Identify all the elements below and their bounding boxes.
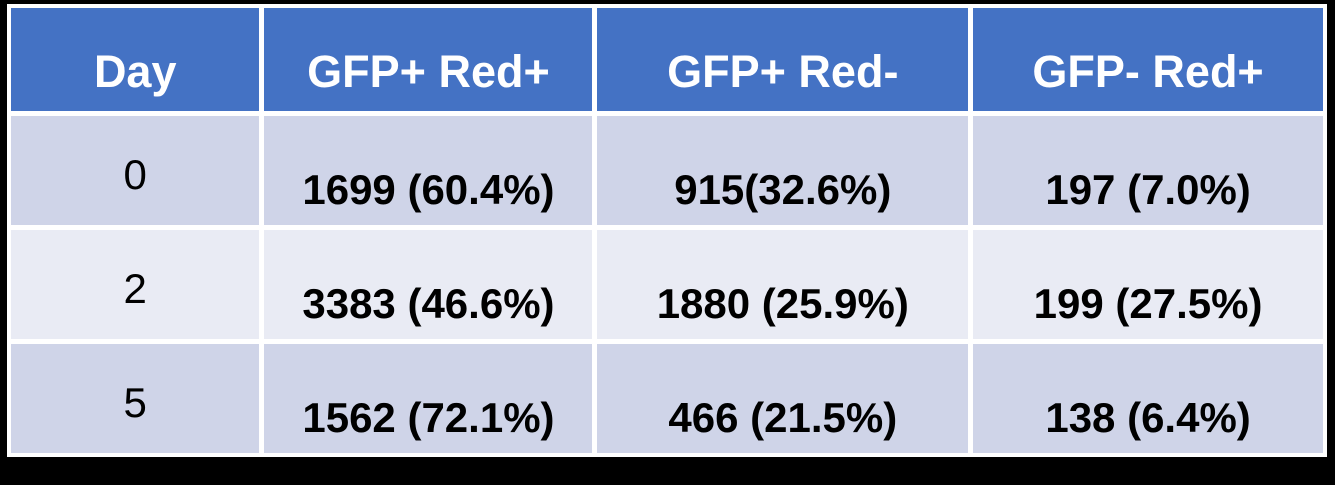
header-cell-gfp-pos-red-pos: GFP+ Red+: [264, 8, 593, 111]
cell-day5-gfp-neg-red-pos: 138 (6.4%): [973, 344, 1323, 453]
cell-day0-day: 0: [11, 116, 260, 225]
cell-day0-gfp-neg-red-pos: 197 (7.0%): [973, 116, 1323, 225]
cell-day0-gfp-pos-red-neg: 915(32.6%): [597, 116, 969, 225]
cell-day5-day: 5: [11, 344, 260, 453]
cell-day0-gfp-pos-red-pos: 1699 (60.4%): [264, 116, 593, 225]
header-cell-gfp-pos-red-neg: GFP+ Red-: [597, 8, 969, 111]
cell-day2-gfp-neg-red-pos: 199 (27.5%): [973, 230, 1323, 339]
cell-day2-gfp-pos-red-pos: 3383 (46.6%): [264, 230, 593, 339]
cell-day2-day: 2: [11, 230, 260, 339]
flow-cytometry-results-table: Day GFP+ Red+ GFP+ Red- GFP- Red+ 0 1699…: [7, 4, 1327, 457]
cell-day5-gfp-pos-red-neg: 466 (21.5%): [597, 344, 969, 453]
cell-day5-gfp-pos-red-pos: 1562 (72.1%): [264, 344, 593, 453]
header-cell-gfp-neg-red-pos: GFP- Red+: [973, 8, 1323, 111]
header-cell-day: Day: [11, 8, 260, 111]
cell-day2-gfp-pos-red-neg: 1880 (25.9%): [597, 230, 969, 339]
